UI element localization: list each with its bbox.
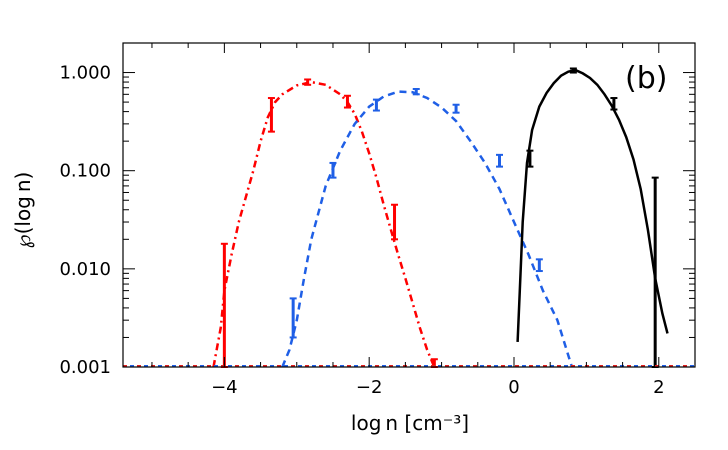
- error-bar-2-1: [289, 297, 297, 339]
- plot-frame: [122, 42, 696, 368]
- series-layer: [212, 68, 669, 368]
- y-tick-label: 0.010: [59, 259, 111, 280]
- error-bar-layer: [220, 67, 659, 368]
- x-axis-label: log n [cm⁻³]: [351, 411, 469, 435]
- error-bar-3-3: [610, 97, 618, 111]
- y-axis-label: ℘(log n): [11, 172, 35, 249]
- x-tick-label: 2: [653, 377, 664, 398]
- x-tick-label: −2: [356, 377, 383, 398]
- error-bar-2-4: [412, 87, 420, 96]
- series-line-2: [281, 90, 574, 368]
- error-bar-2-7: [535, 258, 543, 273]
- error-bar-1-2: [267, 97, 275, 133]
- error-bar-3-2: [569, 67, 577, 74]
- error-bar-1-4: [343, 94, 351, 109]
- error-bar-2-6: [496, 153, 504, 168]
- y-tick-label: 0.001: [59, 357, 111, 378]
- error-bar-1-3: [304, 78, 312, 86]
- y-tick-label: 1.000: [59, 63, 111, 84]
- error-bar-3-1: [526, 149, 534, 168]
- series-line-3: [516, 68, 669, 342]
- error-bar-2-3: [372, 98, 380, 112]
- error-bar-2-5: [452, 103, 460, 114]
- series-line-1: [212, 80, 436, 368]
- axes-layer: −4 −2 0 2 0.001 0.010 0.100 1.000: [59, 42, 696, 398]
- panel-label: (b): [625, 61, 667, 96]
- y-tick-label: 0.100: [59, 161, 111, 182]
- x-tick-label: −4: [211, 377, 238, 398]
- x-tick-label: 0: [508, 377, 519, 398]
- error-bar-2-2: [329, 161, 337, 179]
- error-bar-1-5: [391, 203, 399, 241]
